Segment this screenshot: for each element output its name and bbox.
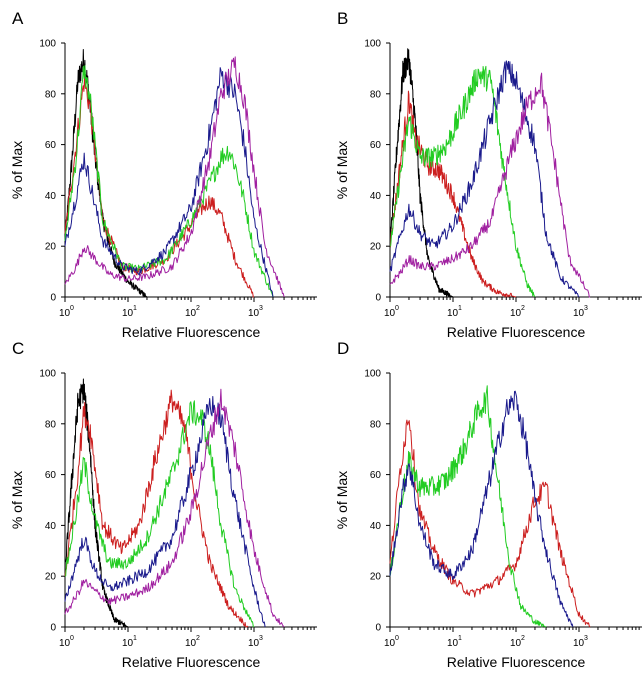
series-line-5 (389, 72, 591, 298)
x-tick-exponent: 0 (395, 305, 399, 312)
x-tick-exponent: 3 (259, 635, 263, 642)
series-line-2 (64, 75, 254, 298)
x-tick-label: 10 (447, 308, 459, 319)
y-axis-title: % of Max (9, 471, 25, 529)
series-line-3 (389, 390, 574, 628)
x-tick-label: 10 (510, 638, 522, 649)
x-tick-label: 10 (384, 308, 396, 319)
x-tick-exponent: 3 (584, 305, 588, 312)
x-tick-label: 10 (122, 638, 134, 649)
series-line-1 (64, 378, 129, 628)
series-line-2 (64, 389, 249, 628)
y-tick-label: 20 (45, 572, 57, 583)
x-tick-exponent: 3 (584, 635, 588, 642)
x-tick-exponent: 1 (458, 635, 462, 642)
y-tick-label: 80 (45, 89, 57, 100)
y-tick-label: 40 (370, 191, 382, 202)
y-tick-label: 100 (39, 369, 56, 380)
y-axis-title: % of Max (334, 141, 350, 199)
y-tick-label: 80 (370, 419, 382, 430)
x-tick-exponent: 2 (521, 635, 525, 642)
series-line-1 (389, 419, 591, 628)
y-tick-label: 60 (45, 470, 57, 481)
series-line-2 (389, 385, 547, 628)
series-line-3 (389, 65, 536, 298)
y-axis-title: % of Max (334, 471, 350, 529)
x-tick-label: 10 (510, 308, 522, 319)
series-line-3 (64, 65, 274, 298)
x-tick-label: 10 (384, 638, 396, 649)
series-line-5 (64, 388, 285, 628)
y-axis-title: % of Max (9, 141, 25, 199)
panel-label: D (337, 339, 349, 358)
x-tick-exponent: 2 (521, 305, 525, 312)
x-tick-exponent: 1 (133, 305, 137, 312)
series-line-4 (64, 67, 274, 298)
series-line-2 (389, 90, 517, 298)
panel-label: A (12, 9, 24, 28)
x-tick-exponent: 1 (458, 305, 462, 312)
x-tick-label: 10 (573, 308, 585, 319)
y-tick-label: 20 (45, 242, 57, 253)
y-tick-label: 0 (50, 293, 56, 304)
y-tick-label: 40 (45, 521, 57, 532)
x-tick-exponent: 0 (70, 635, 74, 642)
x-tick-label: 10 (248, 308, 260, 319)
x-tick-exponent: 0 (70, 305, 74, 312)
y-tick-label: 20 (370, 572, 382, 583)
y-tick-label: 100 (364, 39, 381, 50)
x-tick-exponent: 0 (395, 635, 399, 642)
x-tick-label: 10 (59, 638, 71, 649)
x-tick-exponent: 3 (259, 305, 263, 312)
x-axis-title: Relative Fluorescence (447, 654, 586, 670)
x-tick-label: 10 (248, 638, 260, 649)
series-line-1 (389, 48, 454, 298)
x-tick-label: 10 (573, 638, 585, 649)
x-tick-exponent: 1 (133, 635, 137, 642)
series-line-4 (64, 396, 266, 628)
x-tick-label: 10 (59, 308, 71, 319)
y-tick-label: 0 (50, 623, 56, 634)
x-tick-label: 10 (185, 308, 197, 319)
x-tick-exponent: 2 (196, 635, 200, 642)
y-tick-label: 80 (45, 419, 57, 430)
x-axis-title: Relative Fluorescence (447, 324, 586, 340)
x-axis-title: Relative Fluorescence (122, 654, 261, 670)
y-tick-label: 60 (370, 140, 382, 151)
series-line-3 (64, 400, 255, 628)
y-tick-label: 20 (370, 242, 382, 253)
x-tick-exponent: 2 (196, 305, 200, 312)
y-tick-label: 0 (375, 623, 381, 634)
y-tick-label: 60 (370, 470, 382, 481)
x-axis-title: Relative Fluorescence (122, 324, 261, 340)
y-tick-label: 40 (370, 521, 382, 532)
y-tick-label: 100 (39, 39, 56, 50)
y-tick-label: 100 (364, 369, 381, 380)
series-line-5 (64, 56, 285, 298)
y-tick-label: 40 (45, 191, 57, 202)
panel-label: C (12, 339, 24, 358)
y-tick-label: 80 (370, 89, 382, 100)
x-tick-label: 10 (185, 638, 197, 649)
x-tick-label: 10 (447, 638, 459, 649)
x-tick-label: 10 (122, 308, 134, 319)
y-tick-label: 0 (375, 293, 381, 304)
y-tick-label: 60 (45, 140, 57, 151)
series-line-4 (389, 60, 580, 298)
panel-label: B (337, 9, 348, 28)
